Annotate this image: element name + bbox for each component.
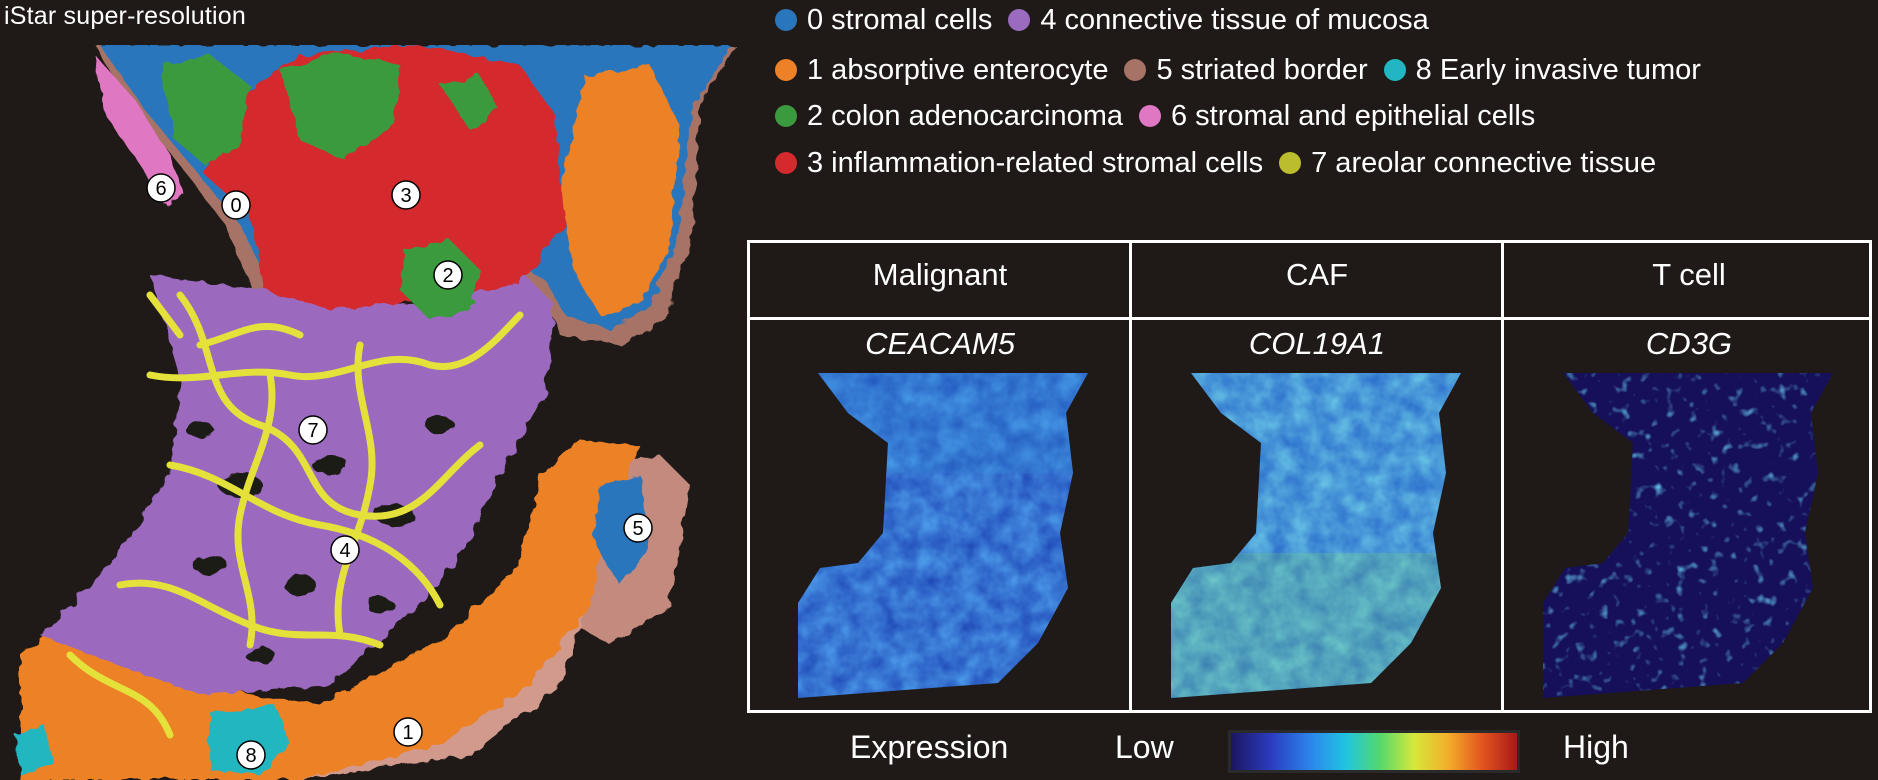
svg-text:3: 3 xyxy=(400,185,411,207)
heatmap-malignant xyxy=(798,373,1088,698)
svg-text:1: 1 xyxy=(402,722,413,744)
legend-item-8: 8 Early invasive tumor xyxy=(1383,53,1701,87)
map-marker-8: 8 xyxy=(236,740,266,770)
legend-dot-4 xyxy=(1008,9,1031,31)
legend-row-3: 2 colon adenocarcinoma 6 stromal and epi… xyxy=(775,98,1551,134)
legend-dot-1 xyxy=(775,59,797,81)
svg-text:8: 8 xyxy=(245,745,256,767)
panel-cell-type-1: Malignant xyxy=(872,257,1008,292)
cluster-6-region xyxy=(95,55,185,205)
panel-divider-1 xyxy=(1129,243,1132,710)
map-marker-4: 4 xyxy=(330,535,360,565)
legend-label-4: 4 connective tissue of mucosa xyxy=(1040,3,1429,36)
svg-text:2: 2 xyxy=(442,265,453,287)
marker-gene-panels: Malignant CAF T cell CEACAM5 COL19A1 CD3… xyxy=(747,240,1872,713)
panel-cell-type-2: CAF xyxy=(1286,257,1348,292)
legend-label-3: 3 inflammation-related stromal cells xyxy=(807,146,1264,179)
legend-item-5: 5 striated border xyxy=(1124,53,1368,87)
svg-text:5: 5 xyxy=(632,518,643,540)
map-marker-6: 6 xyxy=(146,173,176,203)
cluster-1-region xyxy=(560,65,680,315)
legend-item-6: 6 stromal and epithelial cells xyxy=(1138,99,1536,133)
legend-dot-7 xyxy=(1279,152,1302,174)
legend-item-7: 7 areolar connective tissue xyxy=(1279,147,1656,180)
legend-item-2: 2 colon adenocarcinoma xyxy=(775,100,1123,133)
colorbar-title: Expression xyxy=(850,729,1009,765)
legend-item-1: 1 absorptive enterocyte xyxy=(775,54,1108,87)
svg-text:7: 7 xyxy=(307,420,318,442)
map-marker-1: 1 xyxy=(393,717,423,747)
legend-dot-3 xyxy=(775,152,797,174)
legend-row-2: 1 absorptive enterocyte 5 striated borde… xyxy=(775,52,1717,88)
legend-label-6: 6 stromal and epithelial cells xyxy=(1170,99,1536,132)
colorbar-high-label: High xyxy=(1563,729,1629,765)
legend-label-2: 2 colon adenocarcinoma xyxy=(807,99,1123,132)
colorbar-low-label: Low xyxy=(1115,729,1174,765)
segmentation-map: 0 1 2 3 4 5 6 7 8 xyxy=(15,45,735,780)
panel-gene-2: COL19A1 xyxy=(1248,326,1386,361)
map-marker-7: 7 xyxy=(298,415,328,445)
heatmap-t-cell xyxy=(1543,373,1833,698)
map-marker-0: 0 xyxy=(221,190,251,220)
legend-item-3: 3 inflammation-related stromal cells xyxy=(775,147,1263,180)
panel-cell-type-3: T cell xyxy=(1652,257,1726,292)
map-marker-3: 3 xyxy=(391,180,421,210)
legend-dot-0 xyxy=(775,9,797,31)
legend-row-1: 0 stromal cells 4 connective tissue of m… xyxy=(775,2,1445,38)
legend-item-0: 0 stromal cells xyxy=(775,4,992,37)
map-marker-5: 5 xyxy=(623,513,653,543)
legend-label-7: 7 areolar connective tissue xyxy=(1311,146,1657,179)
legend-label-1: 1 absorptive enterocyte xyxy=(807,53,1109,86)
map-marker-2: 2 xyxy=(433,260,463,290)
panel-gene-1: CEACAM5 xyxy=(865,326,1015,361)
legend-row-4: 3 inflammation-related stromal cells 7 a… xyxy=(775,145,1672,181)
cluster-7-network xyxy=(66,291,524,739)
legend-label-5: 5 striated border xyxy=(1156,53,1368,86)
cluster-2-region xyxy=(160,55,250,165)
panel-header-divider xyxy=(750,317,1869,320)
svg-text:0: 0 xyxy=(230,195,241,217)
legend-dot-2 xyxy=(775,105,797,127)
heatmap-caf xyxy=(1171,373,1461,698)
legend-dot-5 xyxy=(1124,59,1147,81)
panel-divider-2 xyxy=(1501,243,1504,710)
legend-item-4: 4 connective tissue of mucosa xyxy=(1008,3,1429,37)
panel-gene-3: CD3G xyxy=(1645,326,1733,361)
legend-dot-6 xyxy=(1138,105,1161,127)
legend-dot-8 xyxy=(1383,59,1406,81)
legend-label-8: 8 Early invasive tumor xyxy=(1415,53,1701,86)
svg-text:4: 4 xyxy=(339,540,350,562)
cluster-8-region xyxy=(210,705,290,775)
expression-colorbar xyxy=(1228,730,1520,773)
figure-title: iStar super-resolution xyxy=(4,2,247,30)
svg-text:6: 6 xyxy=(155,178,166,200)
legend-label-0: 0 stromal cells xyxy=(807,3,993,36)
